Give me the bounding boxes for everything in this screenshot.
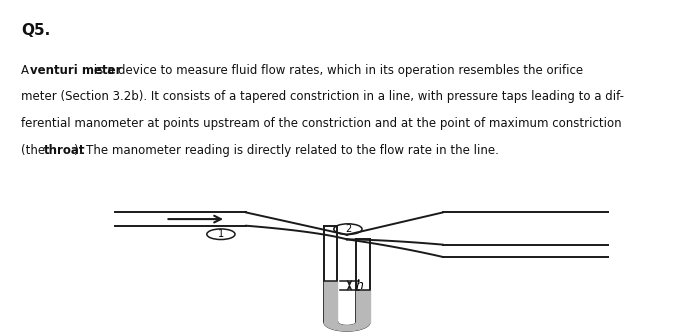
Text: h: h <box>356 279 363 292</box>
Text: 1: 1 <box>218 229 224 239</box>
Text: ferential manometer at points upstream of the constriction and at the point of m: ferential manometer at points upstream o… <box>21 117 622 130</box>
Polygon shape <box>324 322 370 331</box>
Text: meter (Section 3.2b). It consists of a tapered constriction in a line, with pres: meter (Section 3.2b). It consists of a t… <box>21 90 624 104</box>
Text: throat: throat <box>44 144 85 157</box>
Text: ). The manometer reading is directly related to the flow rate in the line.: ). The manometer reading is directly rel… <box>74 144 499 157</box>
Text: A: A <box>21 64 33 77</box>
Text: 2: 2 <box>345 224 351 234</box>
Text: is a device to measure fluid flow rates, which in its operation resembles the or: is a device to measure fluid flow rates,… <box>90 64 583 77</box>
Text: Q5.: Q5. <box>21 23 50 39</box>
Text: venturi meter: venturi meter <box>30 64 122 77</box>
Text: (the: (the <box>21 144 49 157</box>
